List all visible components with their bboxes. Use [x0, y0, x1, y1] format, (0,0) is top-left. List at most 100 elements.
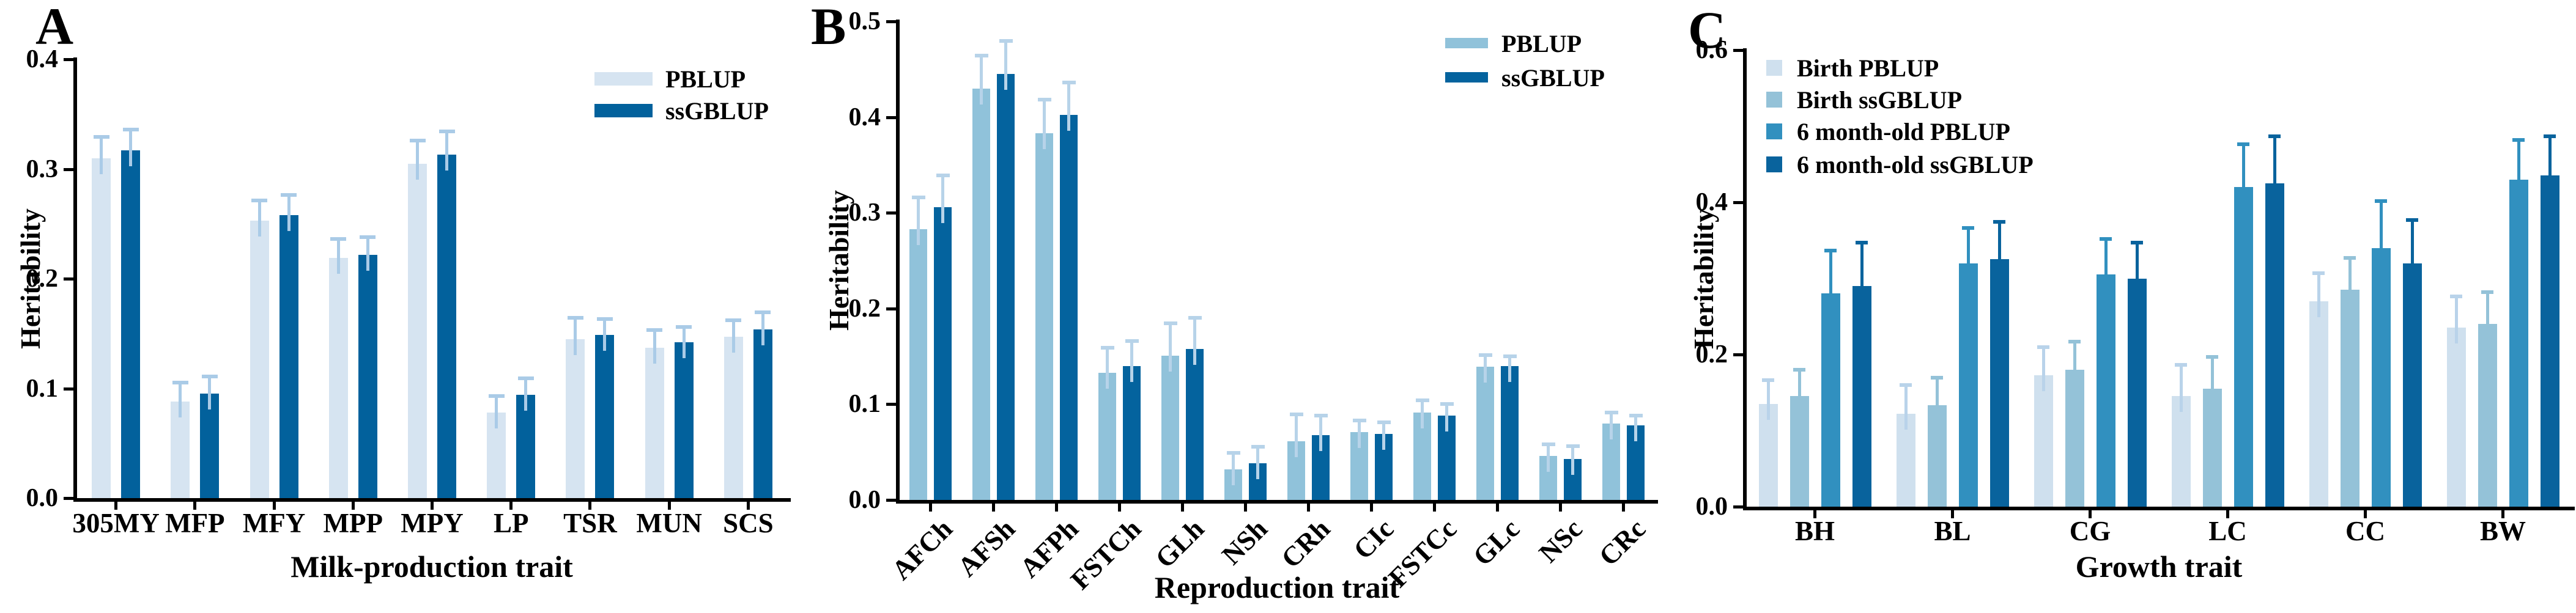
category-label: MPP: [323, 508, 383, 538]
bar: [2265, 183, 2284, 507]
error-bar-stem: [100, 138, 103, 174]
error-bar-cap: [2375, 199, 2387, 203]
error-bar-stem: [2317, 274, 2320, 317]
x-tick: [114, 502, 118, 510]
error-bar-cap: [2544, 134, 2556, 139]
panel-c-letter: C: [1688, 1, 1727, 59]
y-tick-label: 0.2: [26, 265, 59, 293]
error-bar-stem: [2454, 297, 2458, 344]
bar: [171, 402, 190, 498]
error-bar-stem: [1193, 319, 1196, 365]
error-bar-stem: [1169, 325, 1172, 372]
y-tick: [1733, 201, 1743, 204]
error-bar-stem: [1421, 401, 1424, 429]
error-bar-stem: [682, 328, 686, 359]
error-bar-stem: [2104, 240, 2108, 291]
error-bar-cap: [1566, 444, 1580, 448]
error-bar-cap: [2068, 340, 2081, 344]
error-bar-cap: [1352, 418, 1366, 422]
error-bar-stem: [2073, 343, 2076, 386]
x-tick: [1307, 504, 1310, 512]
error-bar-cap: [1962, 226, 1974, 230]
y-tick-label: 0.2: [848, 294, 881, 323]
legend-label: Birth ssGBLUP: [1797, 86, 1963, 114]
bar: [328, 257, 348, 498]
legend-swatch: [1766, 60, 1782, 76]
x-tick: [272, 502, 276, 510]
bar: [1989, 259, 2009, 507]
error-bar-cap: [2450, 294, 2462, 298]
error-bar-cap: [122, 127, 139, 131]
error-bar-stem: [653, 331, 656, 364]
error-bar-stem: [941, 176, 944, 223]
error-bar-cap: [1125, 339, 1139, 343]
x-tick: [667, 502, 671, 510]
bar: [1123, 365, 1141, 500]
category-label: CG: [2069, 516, 2111, 546]
bar: [1758, 403, 1778, 507]
error-bar-cap: [596, 317, 613, 321]
error-bar-stem: [574, 319, 577, 355]
category-label: NSh: [1215, 513, 1273, 571]
error-bar-stem: [366, 238, 369, 271]
x-tick: [2226, 510, 2229, 518]
category-label: SCS: [723, 508, 774, 538]
error-bar-stem: [445, 133, 448, 171]
error-bar-cap: [1188, 316, 1202, 320]
error-bar-cap: [201, 374, 218, 378]
y-tick: [886, 499, 896, 502]
error-bar-cap: [1062, 80, 1076, 84]
error-bar-stem: [2517, 141, 2520, 196]
error-bar-cap: [646, 328, 663, 332]
error-bar-cap: [488, 394, 505, 398]
y-tick: [1733, 353, 1743, 356]
legend-swatch: [1766, 123, 1782, 139]
x-axis-spine: [896, 500, 1658, 504]
bar: [2446, 328, 2466, 507]
bar: [2234, 187, 2253, 507]
legend-swatch: [594, 104, 653, 117]
error-bar-cap: [1314, 413, 1328, 417]
error-bar-cap: [172, 381, 188, 385]
error-bar-stem: [1797, 371, 1801, 413]
y-tick: [64, 387, 73, 391]
error-bar-stem: [2179, 365, 2183, 413]
bar: [2065, 369, 2084, 507]
y-tick: [64, 277, 73, 281]
x-tick: [1370, 504, 1373, 512]
error-bar-stem: [1904, 386, 1908, 430]
error-bar-stem: [603, 320, 607, 351]
category-label: 305MY: [72, 508, 160, 538]
error-bar-stem: [495, 397, 498, 428]
category-label: MUN: [636, 508, 702, 538]
legend-label: 6 month-old ssGBLUP: [1797, 151, 2034, 178]
error-bar-cap: [517, 376, 534, 381]
error-bar-cap: [1541, 442, 1555, 446]
error-bar-stem: [2379, 202, 2383, 264]
error-bar-cap: [676, 325, 692, 329]
error-bar-stem: [287, 196, 291, 231]
y-axis-spine: [1743, 48, 1747, 510]
category-label: BW: [2479, 516, 2526, 546]
x-tick: [588, 502, 592, 510]
bar: [1821, 293, 1840, 507]
category-label: CIc: [1347, 513, 1399, 565]
error-bar-stem: [1997, 222, 2001, 276]
error-bar-stem: [1766, 381, 1770, 420]
category-label: MFP: [165, 508, 225, 538]
error-bar-cap: [911, 195, 925, 199]
error-bar-cap: [2237, 142, 2249, 146]
error-bar-stem: [1067, 83, 1070, 131]
error-bar-cap: [2037, 345, 2049, 350]
x-tick: [1055, 504, 1058, 512]
legend-swatch: [1766, 156, 1782, 172]
legend-label: Birth PBLUP: [1797, 54, 1939, 82]
error-bar-stem: [1358, 421, 1361, 448]
error-bar-stem: [2348, 259, 2352, 306]
error-bar-stem: [1966, 229, 1970, 279]
bar: [566, 339, 585, 498]
error-bar-stem: [2210, 358, 2214, 405]
bar: [972, 88, 990, 500]
error-bar-stem: [179, 384, 182, 418]
error-bar-cap: [1289, 413, 1303, 417]
